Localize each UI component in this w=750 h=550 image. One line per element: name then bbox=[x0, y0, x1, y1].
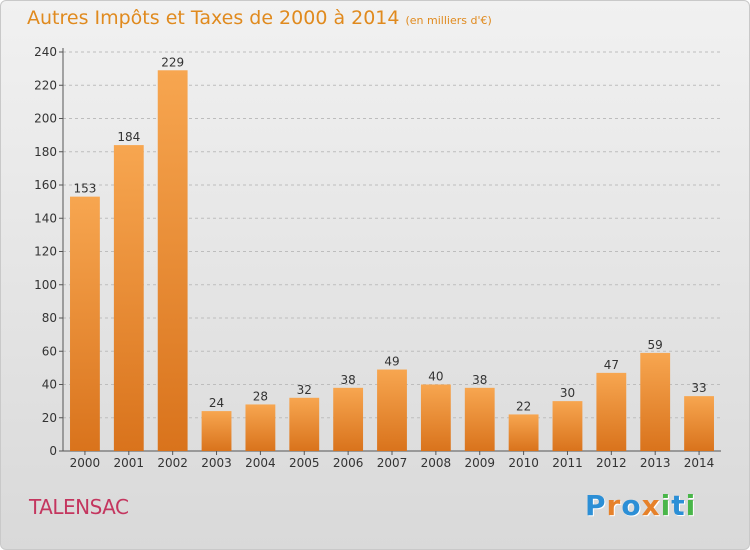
bar-2010 bbox=[508, 414, 539, 451]
y-tick-label: 180 bbox=[34, 145, 57, 159]
bar-2005 bbox=[289, 397, 320, 451]
proxiti-logo: Proxiti bbox=[585, 489, 696, 522]
data-label-2004: 28 bbox=[253, 389, 268, 403]
data-label-2000: 153 bbox=[73, 182, 96, 196]
x-tick-label: 2008 bbox=[421, 456, 452, 470]
labels: 0 20 40 60 80 100 120 140 160 180 200 220 240 153 2000… bbox=[34, 45, 714, 470]
bar-2001 bbox=[113, 145, 144, 451]
bar-2003 bbox=[201, 411, 232, 451]
data-label-2008: 40 bbox=[428, 370, 443, 384]
x-tick-label: 2009 bbox=[464, 456, 495, 470]
bar-2013 bbox=[640, 352, 671, 451]
bar-2014 bbox=[684, 396, 714, 451]
bar-2000 bbox=[70, 196, 100, 451]
logo-letter: t bbox=[671, 489, 686, 522]
data-label-2001: 184 bbox=[117, 130, 140, 144]
data-label-2003: 24 bbox=[209, 396, 224, 410]
x-tick-label: 2005 bbox=[289, 456, 320, 470]
logo-letter: o bbox=[621, 489, 642, 522]
bar-2004 bbox=[245, 404, 276, 451]
y-tick-label: 20 bbox=[42, 411, 57, 425]
data-label-2007: 49 bbox=[384, 355, 399, 369]
y-tick-label: 220 bbox=[34, 78, 57, 92]
bar-2007 bbox=[377, 369, 407, 451]
data-label-2014: 33 bbox=[691, 381, 706, 395]
bar-2011 bbox=[552, 401, 583, 451]
y-tick-label: 0 bbox=[49, 444, 57, 458]
y-tick-label: 100 bbox=[34, 278, 57, 292]
x-tick-label: 2007 bbox=[377, 456, 408, 470]
data-label-2005: 32 bbox=[297, 383, 312, 397]
x-tick-label: 2000 bbox=[70, 456, 101, 470]
x-tick-label: 2014 bbox=[684, 456, 715, 470]
y-tick-label: 60 bbox=[42, 344, 57, 358]
data-label-2002: 229 bbox=[161, 55, 184, 69]
data-label-2013: 59 bbox=[648, 338, 663, 352]
x-tick-label: 2012 bbox=[596, 456, 627, 470]
chart-title: Autres Impôts et Taxes de 2000 à 2014 (en… bbox=[27, 7, 492, 29]
chart-title-text: Autres Impôts et Taxes de 2000 à 2014 bbox=[27, 7, 400, 29]
x-tick-label: 2011 bbox=[552, 456, 583, 470]
logo-letter: i bbox=[660, 489, 672, 522]
location-name: TALENSAC bbox=[29, 495, 129, 519]
data-label-2011: 30 bbox=[560, 386, 575, 400]
data-label-2006: 38 bbox=[340, 373, 355, 387]
y-tick-label: 200 bbox=[34, 112, 57, 126]
data-label-2009: 38 bbox=[472, 373, 487, 387]
data-label-2010: 22 bbox=[516, 399, 531, 413]
chart-subtitle: (en milliers d'€) bbox=[405, 14, 492, 27]
logo-letter: i bbox=[685, 489, 697, 522]
bar-2009 bbox=[464, 387, 495, 451]
y-tick-label: 120 bbox=[34, 245, 57, 259]
x-tick-label: 2001 bbox=[114, 456, 145, 470]
y-tick-label: 40 bbox=[42, 378, 57, 392]
logo-letter: x bbox=[641, 489, 661, 522]
logo-letter: r bbox=[606, 489, 622, 522]
bar-2002 bbox=[157, 70, 188, 451]
x-tick-label: 2002 bbox=[157, 456, 188, 470]
x-tick-label: 2004 bbox=[245, 456, 276, 470]
logo-letter: P bbox=[585, 489, 607, 522]
data-label-2012: 47 bbox=[604, 358, 619, 372]
y-tick-label: 140 bbox=[34, 211, 57, 225]
bar-2006 bbox=[333, 387, 364, 451]
x-tick-label: 2003 bbox=[201, 456, 232, 470]
bar-2012 bbox=[596, 372, 627, 451]
y-tick-label: 80 bbox=[42, 311, 57, 325]
x-tick-label: 2010 bbox=[508, 456, 539, 470]
bar-2008 bbox=[420, 384, 451, 451]
x-tick-label: 2006 bbox=[333, 456, 364, 470]
x-tick-label: 2013 bbox=[640, 456, 671, 470]
y-tick-label: 160 bbox=[34, 178, 57, 192]
bars bbox=[70, 70, 714, 451]
y-tick-label: 240 bbox=[34, 45, 57, 59]
